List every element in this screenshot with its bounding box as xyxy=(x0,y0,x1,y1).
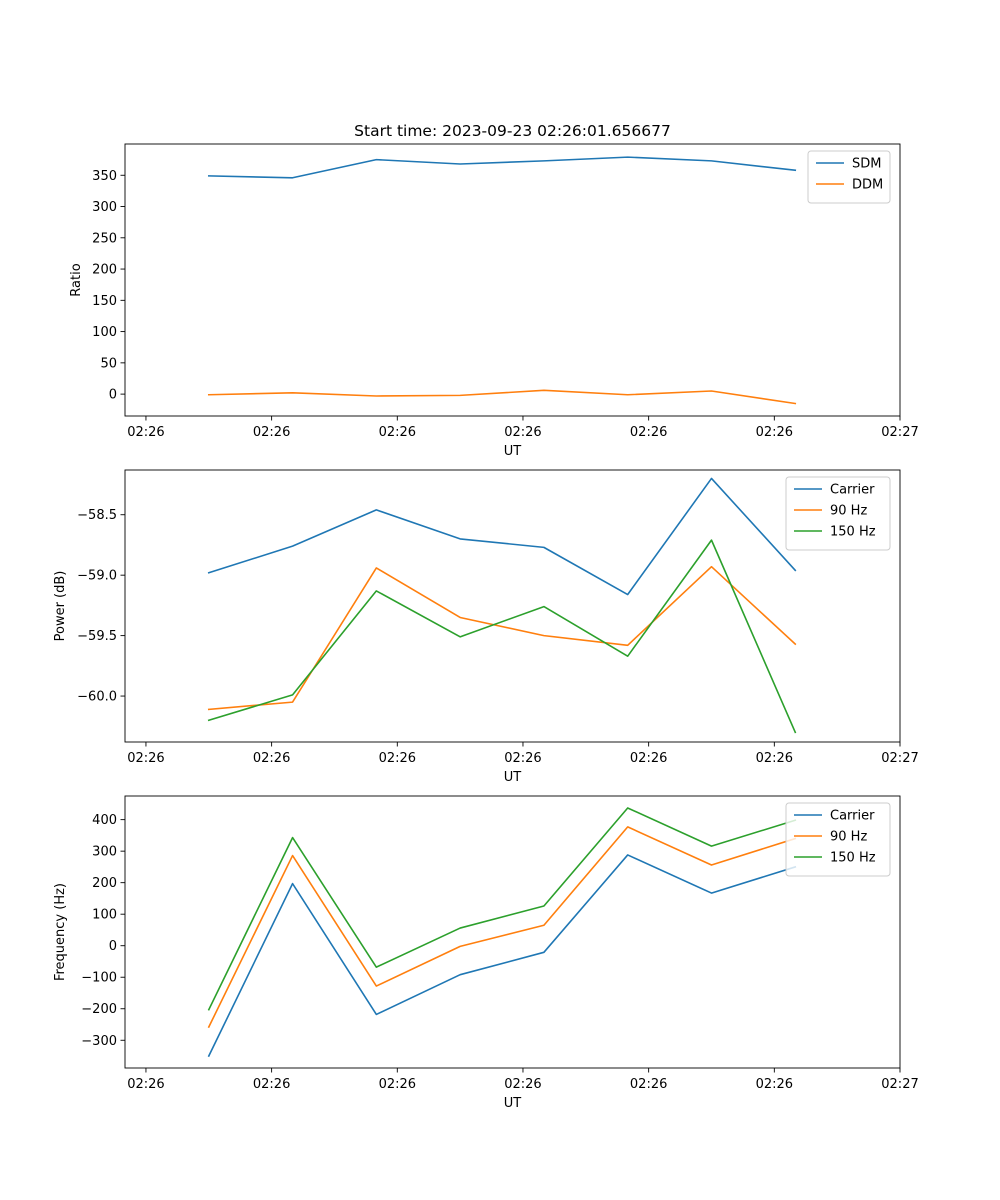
y-tick-label: 50 xyxy=(100,356,117,371)
y-tick-label: 300 xyxy=(92,845,117,860)
y-tick-label: −300 xyxy=(81,1034,117,1049)
axes-frame xyxy=(124,143,901,417)
legend-entry-label: Carrier xyxy=(830,483,875,498)
y-tick-label: −200 xyxy=(81,1002,117,1017)
y-axis-label: Power (dB) xyxy=(53,571,68,642)
x-axis-label: UT xyxy=(504,770,522,785)
legend-entry-label: Carrier xyxy=(830,809,875,824)
legend-entry-label: 150 Hz xyxy=(830,525,876,540)
x-tick-label: 02:26 xyxy=(127,425,164,440)
legend-entry-label: DDM xyxy=(852,178,883,193)
subplots: 02:26 02:26 02:26 02:26 02:26 02:26 02:27 0 50 10… xyxy=(53,143,919,1111)
x-tick-label: 02:26 xyxy=(756,1077,793,1092)
axes-frame xyxy=(124,469,901,743)
subplot-3: 02:26 02:26 02:26 02:26 02:26 02:26 02:27 −300 −… xyxy=(53,795,919,1111)
y-tick-label: 400 xyxy=(92,813,117,828)
legend: Carrier 90 Hz 150 Hz xyxy=(785,802,891,877)
x-tick-label: 02:26 xyxy=(379,751,416,766)
x-tick-label: 02:26 xyxy=(630,425,667,440)
series-line-carrier xyxy=(207,477,797,596)
y-tick-label: −58.5 xyxy=(77,508,117,523)
y-tick-label: 350 xyxy=(92,169,117,184)
y-tick-label: 300 xyxy=(92,200,117,215)
x-tick-label: 02:26 xyxy=(756,425,793,440)
x-tick-label: 02:26 xyxy=(504,751,541,766)
x-axis-label: UT xyxy=(504,444,522,459)
x-axis-label: UT xyxy=(504,1096,522,1111)
x-tick-label: 02:27 xyxy=(881,751,918,766)
x-tick-label: 02:26 xyxy=(630,751,667,766)
y-tick-label: −100 xyxy=(81,971,117,986)
series-line-ddm xyxy=(207,389,797,405)
x-tick-label: 02:26 xyxy=(379,1077,416,1092)
y-tick-label: −59.0 xyxy=(77,569,117,584)
y-tick-label: −60.0 xyxy=(77,690,117,705)
x-tick-label: 02:26 xyxy=(253,1077,290,1092)
legend-entry-label: 90 Hz xyxy=(830,830,867,845)
y-tick-label: 0 xyxy=(109,388,117,403)
y-tick-label: 150 xyxy=(92,294,117,309)
x-tick-label: 02:26 xyxy=(253,751,290,766)
subplot-1: 02:26 02:26 02:26 02:26 02:26 02:26 02:27 0 50 10… xyxy=(69,143,919,459)
x-tick-label: 02:26 xyxy=(504,425,541,440)
figure-title: Start time: 2023-09-23 02:26:01.656677 xyxy=(354,122,671,140)
x-tick-label: 02:26 xyxy=(127,751,164,766)
legend-entry-label: 90 Hz xyxy=(830,504,867,519)
y-tick-label: 100 xyxy=(92,908,117,923)
x-tick-label: 02:27 xyxy=(881,425,918,440)
x-tick-label: 02:26 xyxy=(504,1077,541,1092)
series-line-90-hz xyxy=(207,565,797,711)
series-line-carrier xyxy=(207,854,797,1058)
y-axis-label: Ratio xyxy=(69,263,84,296)
series-line-150-hz xyxy=(207,807,797,1011)
y-tick-label: 100 xyxy=(92,325,117,340)
x-tick-label: 02:27 xyxy=(881,1077,918,1092)
legend-entry-label: SDM xyxy=(852,157,881,172)
legend: Carrier 90 Hz 150 Hz xyxy=(785,476,891,551)
legend: SDM DDM xyxy=(807,150,891,204)
y-axis-label: Frequency (Hz) xyxy=(53,883,68,981)
y-tick-label: 0 xyxy=(109,939,117,954)
series-line-150-hz xyxy=(207,539,797,734)
subplot-2: 02:26 02:26 02:26 02:26 02:26 02:26 02:27 −60.0… xyxy=(53,469,919,785)
axes-frame xyxy=(124,795,901,1069)
series-line-90-hz xyxy=(207,826,797,1029)
y-tick-label: 200 xyxy=(92,876,117,891)
series-line-sdm xyxy=(207,156,797,179)
legend-box xyxy=(807,150,891,204)
x-tick-label: 02:26 xyxy=(253,425,290,440)
x-tick-label: 02:26 xyxy=(127,1077,164,1092)
y-tick-label: 200 xyxy=(92,263,117,278)
y-tick-label: −59.5 xyxy=(77,629,117,644)
x-tick-label: 02:26 xyxy=(379,425,416,440)
x-tick-label: 02:26 xyxy=(630,1077,667,1092)
y-tick-label: 250 xyxy=(92,231,117,246)
legend-entry-label: 150 Hz xyxy=(830,851,876,866)
x-tick-label: 02:26 xyxy=(756,751,793,766)
